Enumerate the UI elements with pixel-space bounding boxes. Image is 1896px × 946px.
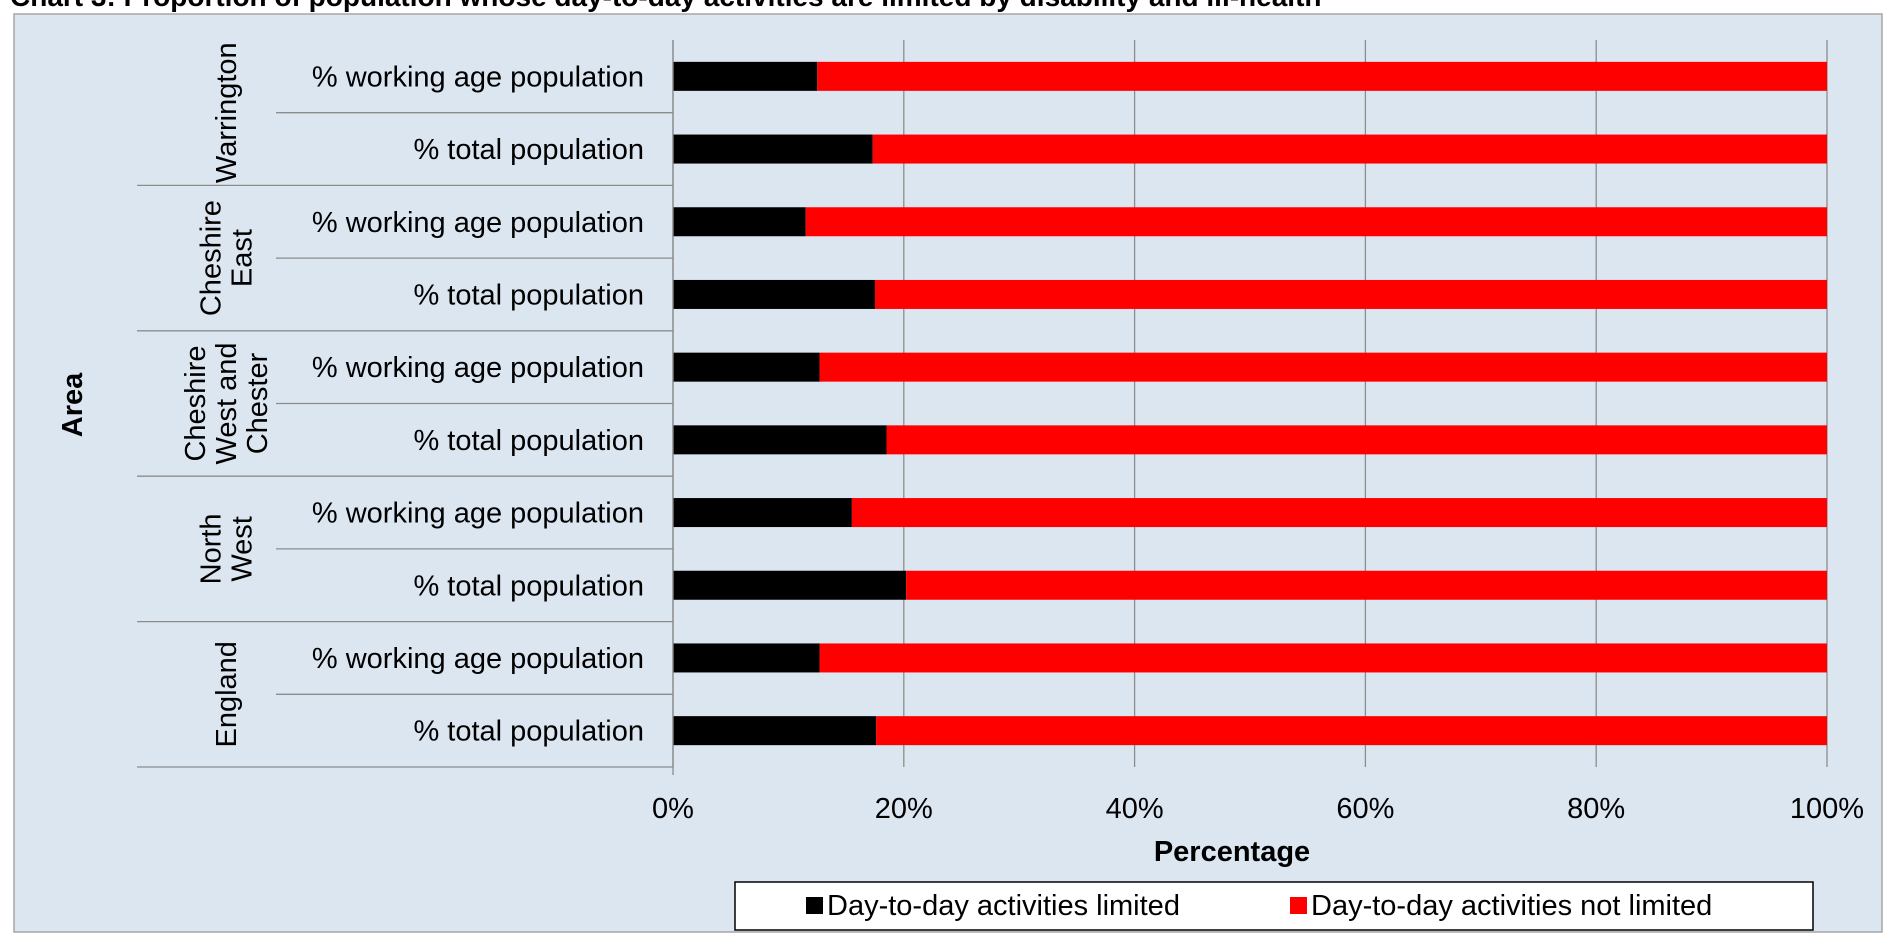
x-tick-labels: 0% 20% 40% 60% 80% 100% [652,793,1864,825]
bar-limited [673,643,820,673]
group-label-line: England [211,641,243,747]
category-label: % working age population [312,207,644,239]
group-label: Warrington [211,42,243,183]
y-axis-title: Area [57,372,89,437]
group-label: England [211,641,243,747]
category-label: % total population [413,425,644,457]
legend-label-not-limited: Day-to-day activities not limited [1311,890,1712,922]
bar-limited [673,716,877,746]
category-labels: % working age population % total populati… [312,61,644,747]
x-tick-label: 0% [652,793,694,825]
x-tick-label: 40% [1106,793,1164,825]
bar-limited [673,207,806,237]
bar-not-limited [851,498,1827,528]
bar-limited [673,570,907,600]
bar-not-limited [876,716,1827,746]
bar-limited [673,498,852,528]
bar-not-limited [886,425,1827,455]
group-label-line: North [196,513,228,584]
legend-swatch-limited [806,897,823,914]
legend: Day-to-day activities limited Day-to-day… [734,881,1814,931]
bar-not-limited [817,61,1827,91]
category-label: % working age population [312,352,644,384]
bar-limited [673,425,887,455]
bar-limited [673,352,820,382]
legend-label-limited: Day-to-day activities limited [827,890,1180,922]
bar-limited [673,61,818,91]
bar-limited [673,279,875,309]
x-tick-label: 60% [1336,793,1394,825]
legend-swatch-not-limited [1290,897,1307,914]
x-axis-title: Percentage [1154,836,1310,868]
bar-limited [673,134,873,164]
group-label-line: Chester [242,352,274,454]
group-label-line: West [227,516,259,582]
bar-not-limited [872,134,1827,164]
x-tick-label: 20% [875,793,933,825]
legend-box [734,881,1814,931]
group-label: CheshireEast [196,200,259,316]
category-label: % total population [413,570,644,602]
bar-not-limited [805,207,1827,237]
bar-not-limited [819,643,1827,673]
bars [673,61,1827,746]
category-label: % working age population [312,643,644,675]
x-tick-label: 100% [1790,793,1864,825]
group-label: NorthWest [196,513,259,584]
group-label-line: Warrington [211,42,243,183]
group-label-line: Cheshire [196,200,228,316]
bar-not-limited [819,352,1827,382]
bar-not-limited [874,279,1827,309]
group-label-line: Cheshire [180,345,212,461]
category-label: % total population [413,716,644,748]
bar-not-limited [906,570,1827,600]
category-label: % working age population [312,61,644,93]
group-label: CheshireWest andChester [180,343,274,465]
group-separators [137,40,674,775]
chart-area-background [13,13,1883,933]
group-label-line: East [227,229,259,287]
category-label: % working age population [312,498,644,530]
group-label-line: West and [211,343,243,465]
category-label: % total population [413,134,644,166]
x-tick-label: 80% [1567,793,1625,825]
category-label: % total population [413,279,644,311]
chart-title: Chart 3: Proportion of population whose … [10,0,1322,12]
